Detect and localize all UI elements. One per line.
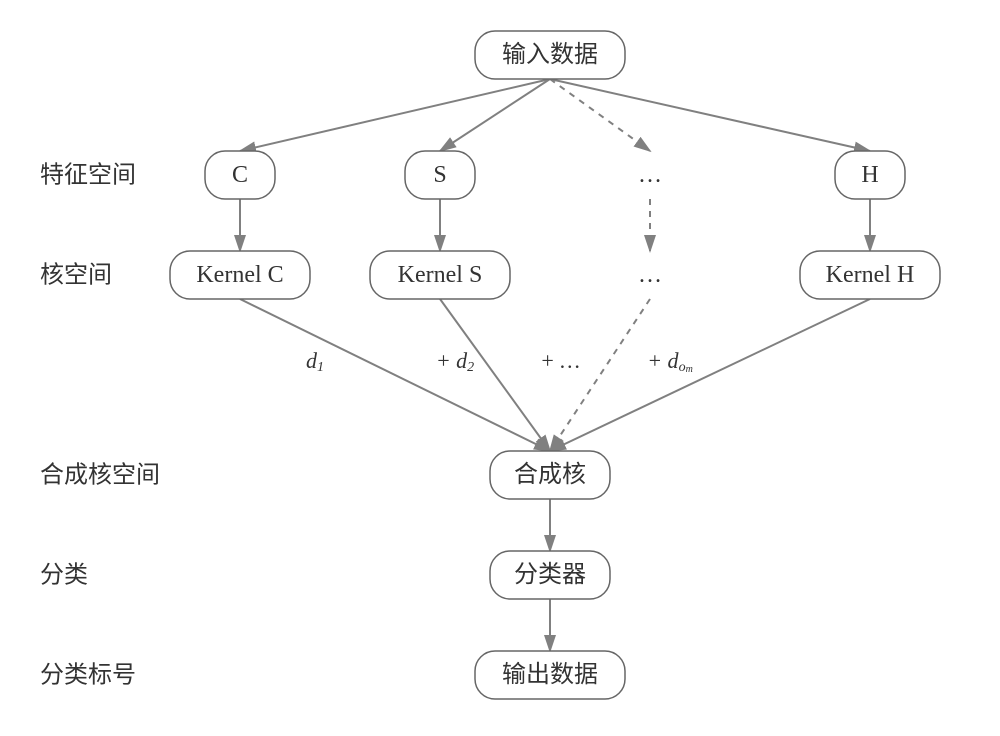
- row-label: 分类标号: [40, 662, 136, 689]
- row-classify: 分类: [40, 562, 88, 589]
- row-kernel: 核空间: [40, 262, 112, 289]
- node-classifier: 分类器: [490, 551, 610, 599]
- node-ker_s: Kernel S: [370, 251, 510, 299]
- edge-ker_h-composite: [550, 299, 870, 451]
- edge-input-feat_h: [550, 79, 870, 151]
- flowchart-diagram: 输入数据 C S … H Kernel C Kernel S … Kernel H 合成核分类器输…: [0, 0, 1000, 736]
- node-ker_h-label: Kernel H: [826, 262, 915, 288]
- node-output-label: 输出数据: [502, 661, 598, 688]
- node-feat_c-label: C: [232, 162, 248, 188]
- node-feat_c: C: [205, 151, 275, 199]
- node-feat_s: S: [405, 151, 475, 199]
- weight-label-3: + dom: [647, 348, 693, 376]
- node-feat_s-label: S: [433, 162, 446, 188]
- node-ker_c: Kernel C: [170, 251, 310, 299]
- node-feat_dots-label: …: [638, 162, 662, 188]
- node-input-label: 输入数据: [502, 41, 598, 68]
- weight-label-2: + …: [540, 348, 580, 373]
- weight-label-1: + d2: [436, 348, 474, 376]
- node-ker_s-label: Kernel S: [398, 262, 483, 288]
- node-ker_c-label: Kernel C: [196, 262, 283, 288]
- node-feat_h: H: [835, 151, 905, 199]
- row-feature: 特征空间: [40, 162, 136, 189]
- node-composite: 合成核: [490, 451, 610, 499]
- node-ker_dots: …: [638, 262, 662, 288]
- node-ker_dots-label: …: [638, 262, 662, 288]
- node-ker_h: Kernel H: [800, 251, 940, 299]
- node-output: 输出数据: [475, 651, 625, 699]
- row-composite: 合成核空间: [40, 462, 160, 489]
- edge-ker_s-composite: [440, 299, 550, 451]
- node-feat_dots: …: [638, 162, 662, 188]
- node-classifier-label: 分类器: [514, 561, 586, 588]
- edge-input-feat_s: [440, 79, 550, 151]
- node-feat_h-label: H: [861, 162, 878, 188]
- edge-ker_c-composite: [240, 299, 550, 451]
- node-input: 输入数据: [475, 31, 625, 79]
- node-composite-label: 合成核: [514, 461, 586, 488]
- weight-label-0: d1: [306, 348, 324, 376]
- edge-input-feat_c: [240, 79, 550, 151]
